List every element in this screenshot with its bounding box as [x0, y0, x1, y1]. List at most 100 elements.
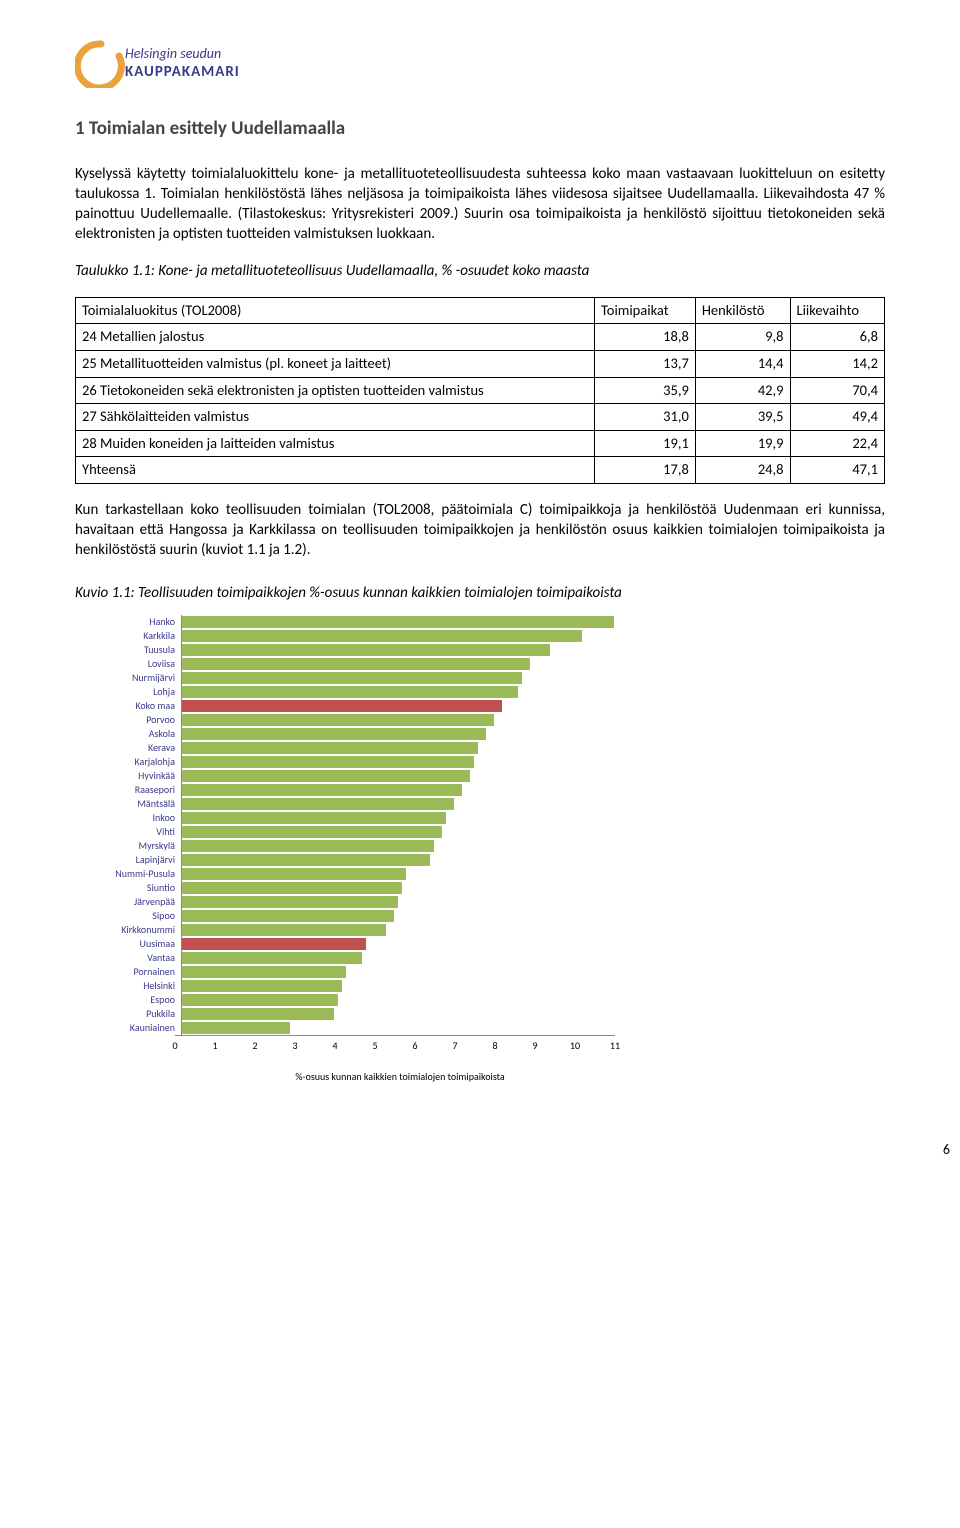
chart-row: Espoo	[85, 993, 625, 1007]
chart-bar-label: Porvoo	[85, 715, 181, 725]
table-cell: 22,4	[790, 430, 885, 457]
chart-bar	[182, 658, 530, 670]
chart-row: Loviisa	[85, 657, 625, 671]
logo-line2: KAUPPAKAMARI	[125, 63, 240, 81]
chart-bar	[182, 896, 398, 908]
logo: Helsingin seudun KAUPPAKAMARI	[75, 40, 885, 88]
chart-row: Siuntio	[85, 881, 625, 895]
chart-bar-label: Lapinjärvi	[85, 855, 181, 865]
table-cell: 9,8	[695, 324, 790, 351]
x-tick: 6	[412, 1036, 417, 1053]
chart-bar	[182, 966, 346, 978]
chart-bar-label: Vantaa	[85, 953, 181, 963]
chart-row: Sipoo	[85, 909, 625, 923]
table-cell: 31,0	[595, 404, 696, 431]
chart-bar-label: Kauniainen	[85, 1023, 181, 1033]
table-cell: 24,8	[695, 457, 790, 484]
chart-bar-label: Inkoo	[85, 813, 181, 823]
chart-bar	[182, 854, 430, 866]
chart-row: Hyvinkää	[85, 769, 625, 783]
chart-row: Raasepori	[85, 783, 625, 797]
table-row: 27 Sähkölaitteiden valmistus31,039,549,4	[76, 404, 885, 431]
chart-row: Mäntsälä	[85, 797, 625, 811]
chart-bar	[182, 616, 614, 628]
table-cell: 14,4	[695, 351, 790, 378]
chart-bar-label: Myrskylä	[85, 841, 181, 851]
table-cell: 17,8	[595, 457, 696, 484]
chart-row: Helsinki	[85, 979, 625, 993]
data-table: Toimialaluokitus (TOL2008)ToimipaikatHen…	[75, 297, 885, 484]
table-header: Henkilöstö	[695, 297, 790, 324]
table-cell: 19,1	[595, 430, 696, 457]
table-cell: 27 Sähkölaitteiden valmistus	[76, 404, 595, 431]
chart-row: Tuusula	[85, 643, 625, 657]
chart-bar	[182, 714, 494, 726]
chart-bar-label: Uusimaa	[85, 939, 181, 949]
chart-bar-label: Koko maa	[85, 701, 181, 711]
table-caption: Taulukko 1.1: Kone- ja metallituoteteoll…	[75, 261, 885, 281]
chart-bar	[182, 826, 442, 838]
table-cell: 14,2	[790, 351, 885, 378]
table-cell: 42,9	[695, 377, 790, 404]
chart-bar-label: Mäntsälä	[85, 799, 181, 809]
table-row: 28 Muiden koneiden ja laitteiden valmist…	[76, 430, 885, 457]
page-number: 6	[0, 1113, 960, 1160]
chart-row: Inkoo	[85, 811, 625, 825]
chart-bar-label: Vihti	[85, 827, 181, 837]
chart-bar	[182, 910, 394, 922]
chart-row: Karkkila	[85, 629, 625, 643]
chart-row: Lohja	[85, 685, 625, 699]
table-cell: 28 Muiden koneiden ja laitteiden valmist…	[76, 430, 595, 457]
paragraph-2: Kun tarkastellaan koko teollisuuden toim…	[75, 500, 885, 561]
chart-row: Kauniainen	[85, 1021, 625, 1035]
table-cell: 18,8	[595, 324, 696, 351]
chart-bar	[182, 980, 342, 992]
x-tick: 4	[332, 1036, 337, 1053]
chart-row: Pukkila	[85, 1007, 625, 1021]
chart-bar-label: Espoo	[85, 995, 181, 1005]
chart-bar-label: Helsinki	[85, 981, 181, 991]
chart-row: Lapinjärvi	[85, 853, 625, 867]
chart-bar	[182, 882, 402, 894]
chart-bar-label: Loviisa	[85, 659, 181, 669]
chart-bar-label: Hyvinkää	[85, 771, 181, 781]
chart-row: Askola	[85, 727, 625, 741]
chart-row: Vantaa	[85, 951, 625, 965]
table-header: Toimialaluokitus (TOL2008)	[76, 297, 595, 324]
chart-bar-label: Tuusula	[85, 645, 181, 655]
chart-row: Koko maa	[85, 699, 625, 713]
chart-bar	[182, 742, 478, 754]
section-heading: 1 Toimialan esittely Uudellamaalla	[75, 116, 885, 142]
chart-row: Myrskylä	[85, 839, 625, 853]
table-row: Yhteensä17,824,847,1	[76, 457, 885, 484]
chart-bar	[182, 868, 406, 880]
chart-bar	[182, 770, 470, 782]
x-tick: 9	[532, 1036, 537, 1053]
chart-bar-label: Järvenpää	[85, 897, 181, 907]
chart-row: Nummi-Pusula	[85, 867, 625, 881]
chart-bar-label: Pornainen	[85, 967, 181, 977]
x-tick: 11	[610, 1036, 620, 1053]
chart-bar	[182, 644, 550, 656]
chart-bar-label: Nummi-Pusula	[85, 869, 181, 879]
table-cell: 39,5	[695, 404, 790, 431]
logo-line1: Helsingin seudun	[125, 45, 221, 62]
table-cell: Yhteensä	[76, 457, 595, 484]
table-cell: 35,9	[595, 377, 696, 404]
chart-row: Pornainen	[85, 965, 625, 979]
table-header: Toimipaikat	[595, 297, 696, 324]
chart-bar-label: Hanko	[85, 617, 181, 627]
chart-row: Porvoo	[85, 713, 625, 727]
table-row: 26 Tietokoneiden sekä elektronisten ja o…	[76, 377, 885, 404]
x-tick: 7	[452, 1036, 457, 1053]
chart-bar	[182, 798, 454, 810]
chart-row: Karjalohja	[85, 755, 625, 769]
chart-bar-label: Raasepori	[85, 785, 181, 795]
table-cell: 6,8	[790, 324, 885, 351]
table-cell: 26 Tietokoneiden sekä elektronisten ja o…	[76, 377, 595, 404]
chart-bar	[182, 1008, 334, 1020]
x-tick: 3	[292, 1036, 297, 1053]
chart-bar-label: Pukkila	[85, 1009, 181, 1019]
chart-row: Järvenpää	[85, 895, 625, 909]
x-axis-title: %-osuus kunnan kaikkien toimialojen toim…	[175, 1052, 625, 1084]
